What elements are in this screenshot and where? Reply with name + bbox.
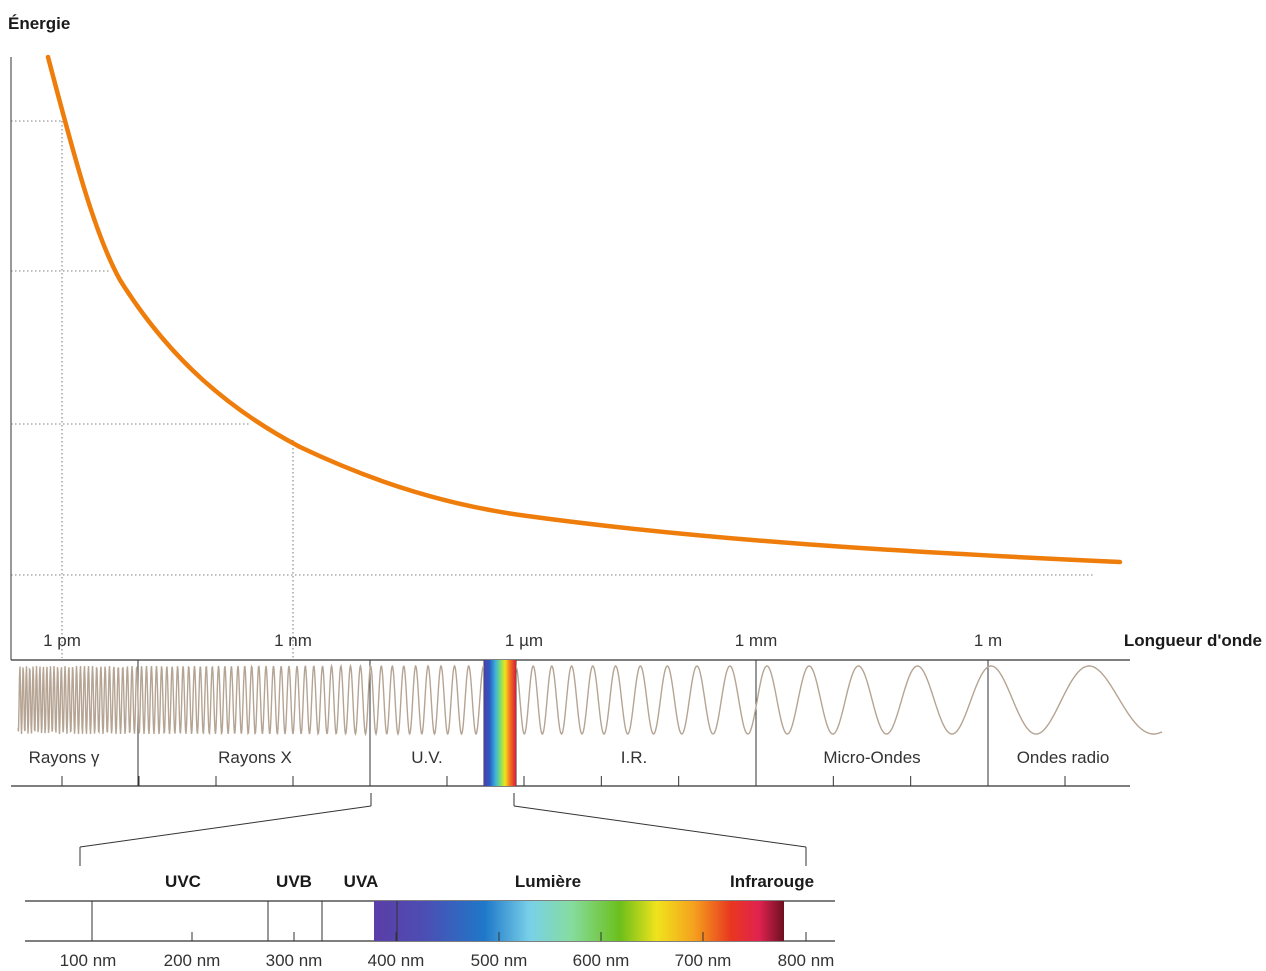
nm-label-600: 600 nm <box>573 951 630 970</box>
wavelength-tick-labels: 1 pm 1 nm 1 µm 1 mm 1 m <box>43 631 1002 650</box>
sub-band-uvc: UVC <box>165 872 201 891</box>
band-label-gamma: Rayons γ <box>29 748 100 767</box>
tick-label-1um: 1 µm <box>505 631 543 650</box>
sub-band-labels: UVC UVB UVA Lumière Infrarouge <box>165 872 814 891</box>
sub-band-uvb: UVB <box>276 872 312 891</box>
horizontal-gridlines <box>11 120 1095 576</box>
sub-band-visible: Lumière <box>515 872 581 891</box>
nm-label-100: 100 nm <box>60 951 117 970</box>
sub-band-uva: UVA <box>344 872 379 891</box>
band-label-ir: I.R. <box>621 748 647 767</box>
zoom-connectors <box>79 793 807 866</box>
visible-light-strip <box>484 660 516 786</box>
wavelength-axis-label: Longueur d'onde <box>1124 631 1262 650</box>
band-minor-ticks <box>61 776 1066 786</box>
tick-label-1m: 1 m <box>974 631 1002 650</box>
nm-label-400: 400 nm <box>368 951 425 970</box>
em-wave <box>17 663 1163 737</box>
nm-label-200: 200 nm <box>164 951 221 970</box>
sub-band-infrared: Infrarouge <box>730 872 814 891</box>
nm-label-800: 800 nm <box>778 951 835 970</box>
nm-label-300: 300 nm <box>266 951 323 970</box>
nm-tick-labels: 100 nm 200 nm 300 nm 400 nm 500 nm 600 n… <box>60 951 835 970</box>
band-label-radio: Ondes radio <box>1017 748 1110 767</box>
band-label-uv: U.V. <box>411 748 443 767</box>
band-label-microwaves: Micro-Ondes <box>823 748 920 767</box>
nm-tick-marks <box>91 932 807 941</box>
energy-curve <box>45 54 1123 565</box>
zoom-connector-right-diagonal <box>513 805 807 848</box>
tick-label-1mm: 1 mm <box>735 631 778 650</box>
detail-separators <box>91 901 398 941</box>
band-label-xray: Rayons X <box>218 748 292 767</box>
zoom-connector-left-diagonal <box>79 805 372 848</box>
tick-label-1pm: 1 pm <box>43 631 81 650</box>
tick-label-1nm: 1 nm <box>274 631 312 650</box>
visible-spectrum-gradient <box>374 901 784 941</box>
nm-label-500: 500 nm <box>471 951 528 970</box>
band-labels: Rayons γ Rayons X U.V. I.R. Micro-Ondes … <box>29 748 1110 767</box>
energy-axis-label: Énergie <box>8 14 70 33</box>
vertical-gridlines <box>61 121 294 658</box>
nm-label-700: 700 nm <box>675 951 732 970</box>
